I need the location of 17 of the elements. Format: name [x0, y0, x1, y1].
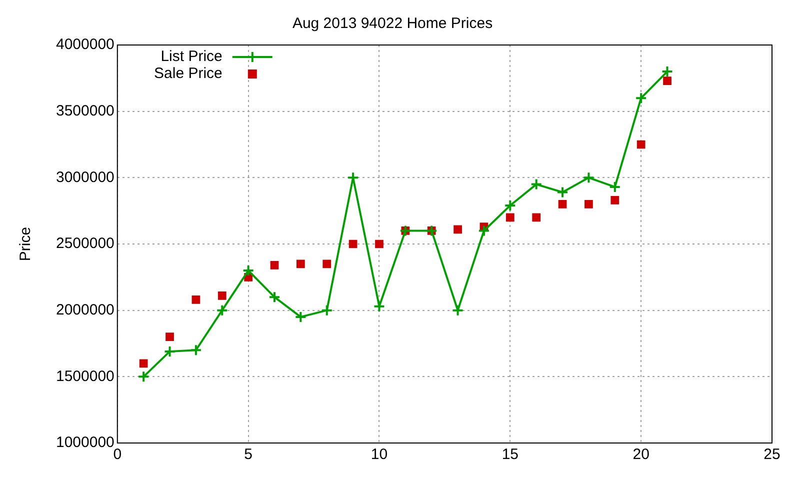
legend-label: Sale Price	[154, 65, 222, 82]
y-tick-label: 2500000	[56, 235, 114, 252]
chart-title: Aug 2013 94022 Home Prices	[292, 15, 493, 32]
y-tick-label: 3500000	[56, 102, 114, 120]
legend-label: List Price	[160, 48, 222, 66]
x-tick-label: 15	[502, 446, 518, 464]
x-tick-label: 20	[632, 446, 650, 464]
x-tick-label: 5	[244, 446, 252, 464]
x-tick-label: 0	[113, 446, 122, 464]
x-tick-label: 10	[370, 446, 388, 464]
y-tick-label: 1000000	[56, 434, 114, 452]
y-tick-label: 3000000	[56, 168, 114, 186]
y-tick-label: 1500000	[56, 368, 114, 385]
x-tick-label: 25	[764, 446, 780, 464]
y-tick-label: 4000000	[56, 36, 114, 54]
y-tick-label: 2000000	[56, 301, 114, 318]
y-axis-title: Price	[17, 226, 34, 262]
